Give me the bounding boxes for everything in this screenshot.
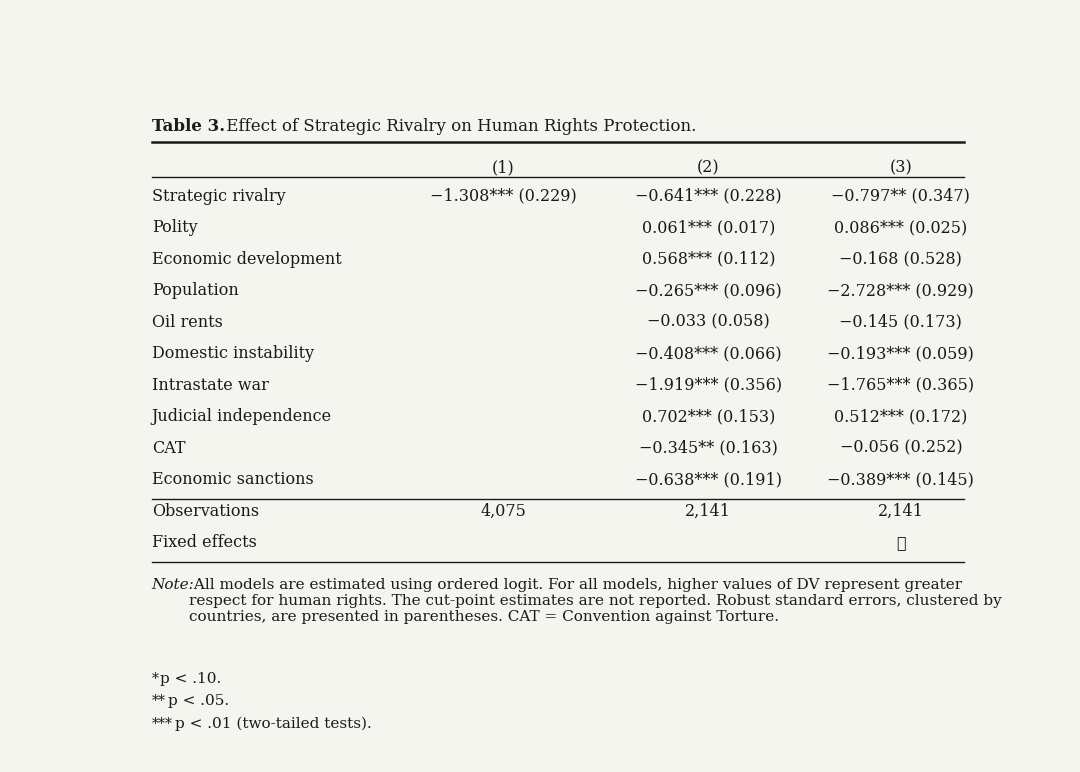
Text: Domestic instability: Domestic instability: [151, 345, 314, 362]
Text: Population: Population: [151, 283, 239, 300]
Text: −1.919*** (0.356): −1.919*** (0.356): [635, 377, 782, 394]
Text: 0.061*** (0.017): 0.061*** (0.017): [642, 219, 775, 236]
Text: −0.168 (0.528): −0.168 (0.528): [839, 251, 962, 268]
Text: −2.728*** (0.929): −2.728*** (0.929): [827, 283, 974, 300]
Text: 0.512*** (0.172): 0.512*** (0.172): [834, 408, 968, 425]
Text: 0.568*** (0.112): 0.568*** (0.112): [642, 251, 775, 268]
Text: Judicial independence: Judicial independence: [151, 408, 332, 425]
Text: −0.641*** (0.228): −0.641*** (0.228): [635, 188, 782, 205]
Text: Economic sanctions: Economic sanctions: [151, 471, 313, 489]
Text: −0.408*** (0.066): −0.408*** (0.066): [635, 345, 782, 362]
Text: (3): (3): [890, 159, 913, 176]
Text: 0.086*** (0.025): 0.086*** (0.025): [834, 219, 968, 236]
Text: Note:: Note:: [151, 577, 194, 591]
Text: *: *: [151, 672, 159, 686]
Text: All models are estimated using ordered logit. For all models, higher values of D: All models are estimated using ordered l…: [189, 577, 1001, 624]
Text: −1.308*** (0.229): −1.308*** (0.229): [430, 188, 577, 205]
Text: p < .01 (two-tailed tests).: p < .01 (two-tailed tests).: [175, 717, 372, 731]
Text: 0.702*** (0.153): 0.702*** (0.153): [642, 408, 775, 425]
Text: −0.345** (0.163): −0.345** (0.163): [639, 440, 778, 457]
Text: −0.145 (0.173): −0.145 (0.173): [839, 313, 962, 330]
Text: Oil rents: Oil rents: [151, 313, 222, 330]
Text: Intrastate war: Intrastate war: [151, 377, 269, 394]
Text: p < .05.: p < .05.: [167, 694, 229, 708]
Text: Table 3.: Table 3.: [151, 117, 225, 134]
Text: Fixed effects: Fixed effects: [151, 534, 257, 551]
Text: 4,075: 4,075: [481, 503, 526, 520]
Text: Economic development: Economic development: [151, 251, 341, 268]
Text: −0.056 (0.252): −0.056 (0.252): [839, 440, 962, 457]
Text: p < .10.: p < .10.: [160, 672, 221, 686]
Text: Observations: Observations: [151, 503, 259, 520]
Text: −0.638*** (0.191): −0.638*** (0.191): [635, 471, 782, 489]
Text: −1.765*** (0.365): −1.765*** (0.365): [827, 377, 974, 394]
Text: −0.265*** (0.096): −0.265*** (0.096): [635, 283, 782, 300]
Text: −0.033 (0.058): −0.033 (0.058): [647, 313, 770, 330]
Text: ***: ***: [151, 717, 173, 731]
Text: CAT: CAT: [151, 440, 186, 457]
Text: (1): (1): [491, 159, 515, 176]
Text: (2): (2): [697, 159, 719, 176]
Text: Strategic rivalry: Strategic rivalry: [151, 188, 285, 205]
Text: **: **: [151, 694, 165, 708]
Text: 2,141: 2,141: [878, 503, 923, 520]
Text: ✓: ✓: [896, 534, 906, 551]
Text: Polity: Polity: [151, 219, 198, 236]
Text: −0.389*** (0.145): −0.389*** (0.145): [827, 471, 974, 489]
Text: −0.797** (0.347): −0.797** (0.347): [832, 188, 970, 205]
Text: −0.193*** (0.059): −0.193*** (0.059): [827, 345, 974, 362]
Text: Effect of Strategic Rivalry on Human Rights Protection.: Effect of Strategic Rivalry on Human Rig…: [221, 117, 697, 134]
Text: 2,141: 2,141: [686, 503, 731, 520]
